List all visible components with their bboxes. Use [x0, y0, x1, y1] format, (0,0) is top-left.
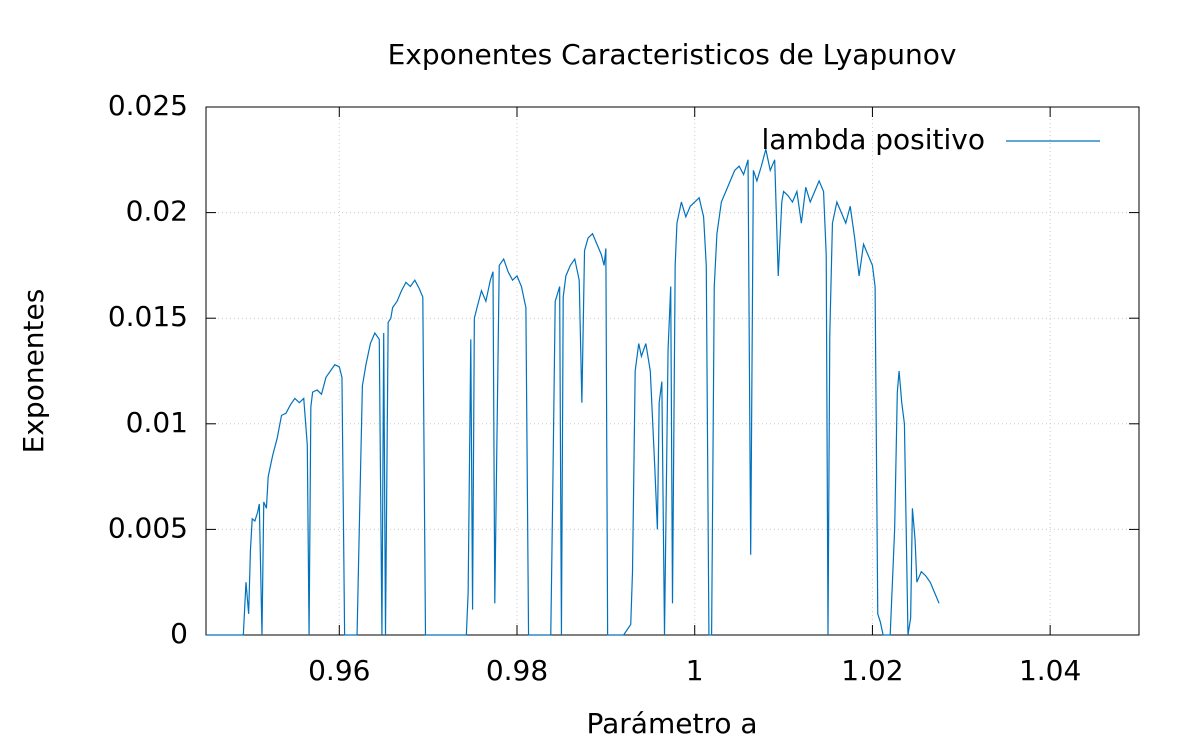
x-tick-label: 0.98: [486, 654, 548, 687]
x-tick-label: 1.04: [1019, 654, 1081, 687]
x-tick-label: 1.02: [841, 654, 903, 687]
y-tick-label: 0.005: [108, 511, 188, 544]
y-tick-label: 0: [170, 617, 188, 650]
y-tick-label: 0.02: [126, 195, 188, 228]
x-tick-label: 0.96: [308, 654, 370, 687]
y-tick-label: 0.01: [126, 406, 188, 439]
y-tick-label: 0.015: [108, 300, 188, 333]
x-axis-label: Parámetro a: [586, 707, 757, 740]
data-line: [206, 149, 940, 636]
x-tick-label: 1: [686, 654, 704, 687]
y-axis-label: Exponentes: [17, 289, 50, 454]
y-tick-label: 0.025: [108, 89, 188, 122]
legend-label: lambda positivo: [761, 123, 985, 156]
plot-frame: [205, 106, 1140, 636]
chart-title: Exponentes Caracteristicos de Lyapunov: [388, 38, 957, 71]
